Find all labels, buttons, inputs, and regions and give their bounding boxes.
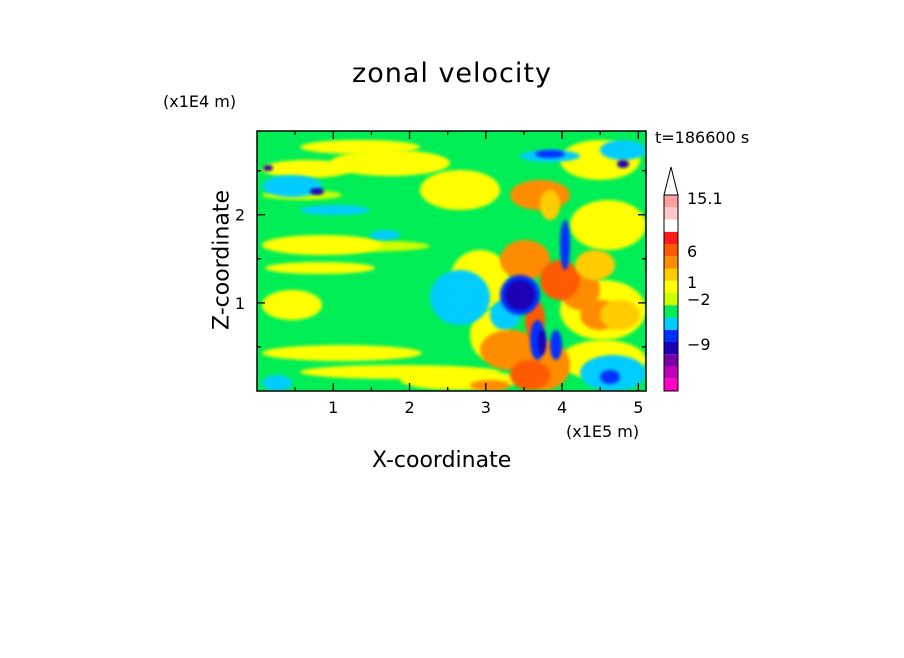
- colorbar-level: [664, 317, 678, 330]
- field-patch: [575, 250, 615, 280]
- field-patch: [600, 370, 620, 384]
- field-patch: [370, 230, 400, 240]
- colorbar-level: [664, 354, 678, 367]
- field-patch: [262, 345, 422, 361]
- plot-title: zonal velocity: [352, 58, 552, 89]
- plot-frame: [256, 130, 647, 392]
- field-patch: [265, 262, 375, 274]
- colorbar-label: 1: [687, 273, 697, 292]
- field-patch: [310, 188, 324, 195]
- field-patch: [617, 160, 629, 168]
- field-patch: [430, 270, 490, 325]
- field-patch: [500, 240, 550, 280]
- field-patch: [262, 375, 292, 391]
- colorbar-level: [664, 195, 678, 208]
- colorbar-level: [664, 378, 678, 391]
- field-patch: [262, 160, 352, 178]
- time-annotation: t=186600 s: [655, 128, 750, 147]
- field-patches: [262, 140, 646, 391]
- field-patch: [505, 280, 535, 310]
- colorbar-level: [664, 244, 678, 257]
- colorbar-label: 15.1: [687, 189, 723, 208]
- y-axis-unit: (x1E4 m): [163, 92, 237, 111]
- field-patch: [600, 300, 640, 330]
- x-tick-label: 2: [404, 398, 414, 417]
- field-patch: [330, 150, 450, 176]
- y-axis-label: Z-coordinate: [209, 190, 235, 330]
- field-patch: [262, 175, 322, 197]
- colorbar-level: [664, 231, 678, 244]
- field-patch: [540, 260, 580, 300]
- colorbar-extend-cap: [663, 166, 679, 196]
- colorbar-level: [664, 280, 678, 293]
- x-tick-label: 5: [633, 398, 643, 417]
- x-tick-label: 3: [481, 398, 491, 417]
- x-tick-label: 1: [328, 398, 338, 417]
- field-patch: [600, 140, 646, 160]
- x-tick-label: 4: [557, 398, 567, 417]
- field-patch: [470, 380, 510, 391]
- colorbar-level: [664, 256, 678, 269]
- x-axis-label: X-coordinate: [372, 448, 512, 473]
- colorbar: 15.1 6 1−2 −9: [663, 166, 723, 392]
- field-patch: [535, 150, 565, 158]
- colorbar-level: [664, 329, 678, 342]
- axis-ticks: [257, 131, 646, 391]
- contour-field: [257, 131, 646, 391]
- field-patch: [300, 205, 370, 215]
- y-tick-label: 1: [235, 294, 245, 313]
- colorbar-label: −9: [687, 335, 711, 354]
- field-patch: [510, 360, 550, 390]
- field-patch: [538, 330, 546, 355]
- colorbar-level: [664, 268, 678, 281]
- field-patch: [262, 290, 322, 320]
- colorbar-level: [664, 207, 678, 220]
- field-patch: [550, 330, 562, 360]
- x-axis-unit: (x1E5 m): [566, 422, 640, 441]
- colorbar-level: [664, 366, 678, 379]
- colorbar-level: [664, 342, 678, 355]
- field-patch: [510, 180, 570, 210]
- field-patch: [540, 190, 560, 220]
- field-patch: [262, 235, 382, 255]
- tick-labels: 1 2 3 4 5 1 2: [235, 206, 644, 417]
- colorbar-level: [664, 219, 678, 232]
- field-patch: [570, 200, 646, 250]
- colorbar-label: 6: [687, 242, 697, 261]
- colorbar-level: [664, 305, 678, 318]
- field-patch: [263, 165, 273, 171]
- field-patch: [420, 170, 500, 210]
- colorbar-label: −2: [687, 290, 711, 309]
- colorbar-frame: [663, 194, 679, 392]
- y-tick-label: 2: [235, 206, 245, 225]
- colorbar-level: [664, 293, 678, 306]
- field-patch: [560, 220, 570, 270]
